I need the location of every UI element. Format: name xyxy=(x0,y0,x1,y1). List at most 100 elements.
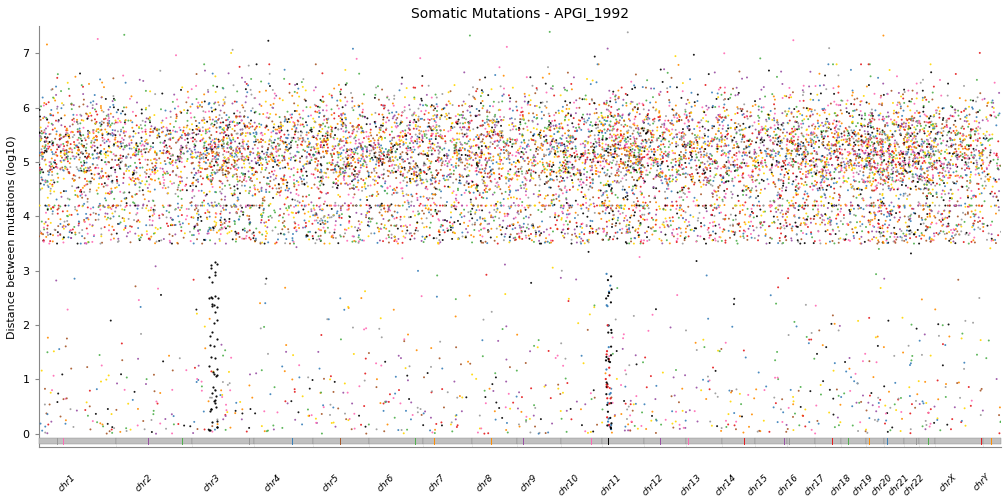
Point xyxy=(882,153,898,161)
Point xyxy=(59,132,76,140)
Point xyxy=(388,161,404,169)
Point xyxy=(335,202,351,210)
Point xyxy=(881,146,897,154)
Point xyxy=(726,182,742,190)
Point xyxy=(821,166,837,174)
Point xyxy=(227,409,243,417)
Point xyxy=(386,92,402,100)
Point xyxy=(446,179,462,187)
Point xyxy=(416,223,432,231)
Point xyxy=(270,122,286,131)
Point xyxy=(674,133,690,141)
Point xyxy=(470,163,486,171)
Point xyxy=(698,81,714,89)
Point xyxy=(785,200,801,208)
Point xyxy=(664,177,680,185)
Point xyxy=(229,153,245,161)
Point xyxy=(919,192,935,200)
Point xyxy=(170,193,186,201)
Point xyxy=(764,151,780,159)
Point xyxy=(983,190,999,198)
Point xyxy=(689,232,706,240)
Point xyxy=(548,169,564,177)
Point xyxy=(37,176,53,184)
Point xyxy=(151,133,167,141)
Point xyxy=(552,158,569,166)
Point xyxy=(242,219,258,227)
Point xyxy=(672,187,688,196)
Point xyxy=(525,221,541,229)
Point xyxy=(447,198,463,206)
Point xyxy=(458,186,474,194)
Point xyxy=(902,168,918,176)
Point xyxy=(294,83,310,91)
Point xyxy=(675,196,691,204)
Point xyxy=(236,176,252,184)
Point xyxy=(561,217,578,225)
Point xyxy=(417,204,433,212)
Point xyxy=(915,139,931,147)
Point xyxy=(854,233,870,241)
Point xyxy=(677,424,694,432)
Point xyxy=(630,159,646,167)
Point xyxy=(813,133,830,141)
Point xyxy=(445,427,461,435)
Point xyxy=(591,135,607,143)
Point xyxy=(141,165,157,173)
Point xyxy=(527,138,543,146)
Point xyxy=(723,188,739,196)
Point xyxy=(173,109,190,117)
Point xyxy=(167,159,183,167)
Point xyxy=(180,205,197,213)
Point xyxy=(378,398,394,406)
Point xyxy=(511,172,527,180)
Point xyxy=(162,130,178,138)
Point xyxy=(870,208,886,216)
Point xyxy=(186,143,203,151)
Point xyxy=(867,90,883,98)
Point xyxy=(599,223,615,231)
Point xyxy=(279,147,295,155)
Point xyxy=(395,192,411,200)
Point xyxy=(616,205,632,213)
Point xyxy=(311,103,328,111)
Point xyxy=(263,142,279,150)
Point xyxy=(738,186,754,194)
Point xyxy=(664,147,680,155)
Point xyxy=(313,389,330,397)
Point xyxy=(639,227,655,235)
Point xyxy=(36,128,52,136)
Point xyxy=(622,132,638,140)
Point xyxy=(51,132,68,140)
Point xyxy=(628,156,644,164)
Point xyxy=(630,145,646,153)
Point xyxy=(290,134,306,142)
Point xyxy=(528,147,544,155)
Point xyxy=(674,385,690,393)
Point xyxy=(796,239,812,247)
Point xyxy=(947,179,963,187)
Point xyxy=(451,179,467,187)
Point xyxy=(265,127,281,135)
Point xyxy=(616,130,632,138)
Point xyxy=(610,110,626,118)
Point xyxy=(135,117,151,125)
Point xyxy=(77,153,93,161)
Point xyxy=(679,141,696,149)
Point xyxy=(218,166,234,174)
Point xyxy=(984,236,1000,244)
Point xyxy=(469,216,485,224)
Point xyxy=(317,220,333,228)
Point xyxy=(254,422,270,430)
Point xyxy=(722,94,738,102)
Point xyxy=(788,191,804,199)
Point xyxy=(351,412,367,420)
Point xyxy=(564,119,581,128)
Point xyxy=(941,128,958,136)
Point xyxy=(851,184,867,192)
Point xyxy=(597,116,613,124)
Point xyxy=(937,167,954,175)
Point xyxy=(380,106,396,114)
Point xyxy=(202,224,218,232)
Point xyxy=(768,149,784,157)
